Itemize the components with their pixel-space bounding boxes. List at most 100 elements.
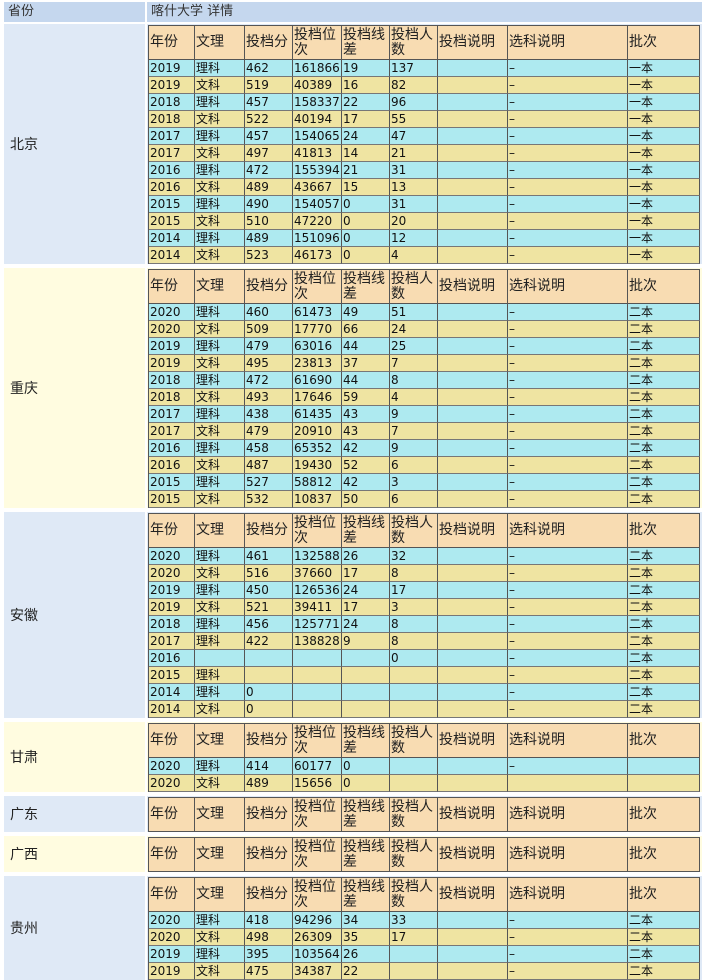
table-cell: 理科: [195, 230, 245, 247]
table-cell: 二本: [628, 599, 700, 616]
table-cell: [438, 457, 508, 474]
table-cell: 43: [342, 406, 390, 423]
table-cell: 0: [245, 684, 293, 701]
table-cell: 9: [390, 440, 438, 457]
inner-table-border: [148, 269, 700, 508]
table-cell: 65352: [293, 440, 342, 457]
table-cell: 42: [342, 440, 390, 457]
table-cell: 458: [245, 440, 293, 457]
table-cell: 61690: [293, 372, 342, 389]
table-cell: 文科: [195, 355, 245, 372]
table-cell: 二本: [628, 440, 700, 457]
table-cell: 理科: [195, 548, 245, 565]
table-cell: 66: [342, 321, 390, 338]
table-cell: 二本: [628, 929, 700, 946]
table-cell: [438, 355, 508, 372]
table-cell: 61435: [293, 406, 342, 423]
table-cell: 一本: [628, 60, 700, 77]
table-cell: 2018: [149, 389, 195, 406]
table-cell: –: [508, 94, 628, 111]
table-cell: 17: [390, 929, 438, 946]
table-cell: 8: [390, 565, 438, 582]
column-header: 年份: [149, 26, 195, 60]
table-cell: 文科: [195, 701, 245, 718]
table-cell: 一本: [628, 179, 700, 196]
table-cell: 2019: [149, 599, 195, 616]
table-cell: 132588: [293, 548, 342, 565]
table-cell: 2017: [149, 145, 195, 162]
province-cell: 广东: [4, 796, 145, 832]
table-cell: 文科: [195, 179, 245, 196]
inner-table-border: [148, 877, 700, 980]
table-cell: 31: [390, 162, 438, 179]
table-cell: 4: [390, 247, 438, 264]
table-cell: [245, 650, 293, 667]
table-cell: –: [508, 440, 628, 457]
table-cell: 17: [390, 582, 438, 599]
table-cell: –: [508, 616, 628, 633]
table-cell: 文科: [195, 321, 245, 338]
province-cell: 广西: [4, 836, 145, 872]
column-header: 投档人数: [390, 878, 438, 912]
table-cell: 2015: [149, 474, 195, 491]
table-cell: 理科: [195, 684, 245, 701]
table-cell: 10837: [293, 491, 342, 508]
table-cell: 96: [390, 94, 438, 111]
header-title: 喀什大学 详情: [147, 2, 702, 22]
table-cell: 一本: [628, 145, 700, 162]
table-cell: [438, 213, 508, 230]
table-cell: [390, 775, 438, 792]
table-cell: 0: [390, 650, 438, 667]
inner-table-border: [148, 797, 700, 832]
table-cell: –: [508, 758, 628, 775]
table-cell: 2016: [149, 457, 195, 474]
table-cell: 二本: [628, 321, 700, 338]
table-cell: –: [508, 633, 628, 650]
table-cell: 25: [390, 338, 438, 355]
province-cell: 北京: [4, 24, 145, 264]
table-cell: –: [508, 145, 628, 162]
table-cell: [438, 389, 508, 406]
table-cell: 6: [390, 457, 438, 474]
table-cell: 理科: [195, 440, 245, 457]
table-cell: 19: [342, 60, 390, 77]
table-cell: 6: [390, 491, 438, 508]
table-cell: 126536: [293, 582, 342, 599]
table-cell: 460: [245, 304, 293, 321]
table-cell: [438, 548, 508, 565]
table-cell: 二本: [628, 474, 700, 491]
table-cell: –: [508, 247, 628, 264]
table-cell: [438, 77, 508, 94]
table-cell: 理科: [195, 94, 245, 111]
table-cell: 37: [342, 355, 390, 372]
province-cell: 安徽: [4, 512, 145, 718]
table-cell: 34: [342, 912, 390, 929]
table-cell: [438, 758, 508, 775]
table-cell: 7: [390, 355, 438, 372]
table-cell: 395: [245, 946, 293, 963]
table-cell: 14: [342, 145, 390, 162]
table-cell: 509: [245, 321, 293, 338]
table-cell: 二本: [628, 406, 700, 423]
column-header: 批次: [628, 270, 700, 304]
table-cell: 2014: [149, 230, 195, 247]
table-cell: [438, 775, 508, 792]
table-cell: –: [508, 406, 628, 423]
table-cell: 59: [342, 389, 390, 406]
table-cell: 一本: [628, 213, 700, 230]
table-cell: [438, 60, 508, 77]
header-province: 省份: [4, 2, 145, 22]
column-header: 投档线差: [342, 26, 390, 60]
column-header: 投档人数: [390, 724, 438, 758]
table-cell: 479: [245, 338, 293, 355]
table-cell: 文科: [195, 599, 245, 616]
table-cell: 33: [390, 912, 438, 929]
table-cell: 2018: [149, 616, 195, 633]
table-cell: 15: [342, 179, 390, 196]
table-cell: 二本: [628, 667, 700, 684]
table-cell: [438, 582, 508, 599]
table-cell: 二本: [628, 684, 700, 701]
table-cell: [438, 650, 508, 667]
column-header: 文理: [195, 514, 245, 548]
table-cell: 二本: [628, 548, 700, 565]
